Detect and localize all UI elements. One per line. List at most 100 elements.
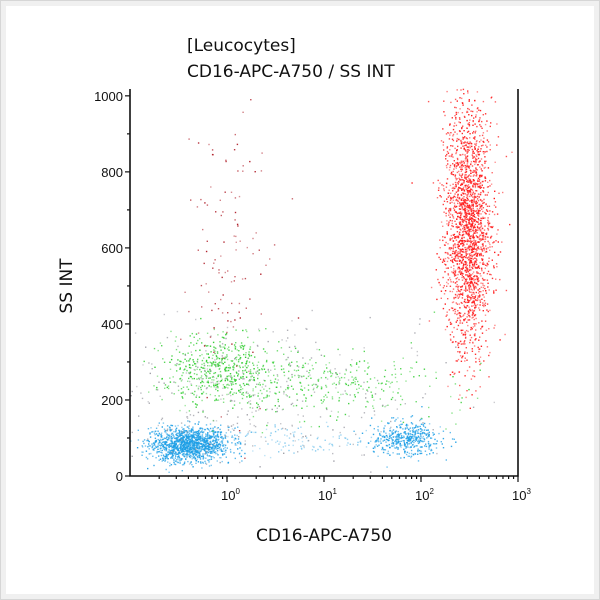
data-point — [209, 372, 211, 375]
data-point — [217, 374, 220, 376]
data-point — [225, 367, 227, 369]
data-point — [186, 430, 188, 432]
data-point — [459, 228, 461, 230]
data-point — [185, 450, 188, 452]
data-point — [460, 160, 463, 162]
data-point — [242, 382, 245, 385]
data-point — [186, 433, 188, 435]
data-point — [213, 445, 215, 447]
data-point — [184, 441, 187, 444]
data-point — [215, 435, 217, 437]
data-point — [458, 313, 461, 315]
data-point — [459, 319, 461, 321]
data-point — [483, 229, 486, 231]
data-point — [175, 336, 177, 338]
data-point — [325, 407, 328, 409]
data-point — [153, 444, 156, 446]
data-point — [451, 225, 453, 227]
data-point — [457, 288, 459, 290]
data-point — [451, 371, 454, 373]
data-point — [460, 288, 463, 291]
data-point — [246, 402, 249, 404]
data-point — [472, 212, 475, 214]
data-point — [244, 365, 246, 367]
data-point — [263, 397, 265, 399]
data-point — [273, 374, 275, 377]
data-point — [178, 439, 180, 441]
data-point — [331, 445, 334, 447]
data-point — [377, 425, 379, 428]
data-point — [207, 353, 209, 355]
data-point — [396, 446, 398, 448]
data-point — [456, 200, 459, 202]
data-point — [470, 195, 472, 197]
data-point — [178, 459, 180, 461]
data-point — [169, 465, 171, 467]
data-point — [384, 406, 386, 408]
data-point — [472, 243, 474, 245]
data-point — [466, 225, 468, 227]
data-point — [420, 435, 422, 438]
data-point — [155, 457, 157, 459]
data-point — [168, 448, 170, 451]
data-point — [392, 442, 395, 444]
data-point — [198, 438, 200, 440]
data-point — [196, 454, 199, 456]
data-point — [206, 353, 208, 355]
data-point — [200, 437, 203, 440]
data-point — [452, 186, 454, 189]
data-point — [215, 440, 217, 442]
data-point — [242, 366, 244, 368]
data-point — [257, 395, 259, 397]
data-point — [472, 297, 474, 300]
data-point — [471, 222, 474, 225]
data-point — [443, 200, 446, 202]
data-point — [391, 374, 393, 376]
data-point — [277, 400, 279, 403]
data-point — [486, 146, 488, 148]
data-point — [237, 361, 240, 363]
data-point — [480, 275, 482, 277]
data-point — [456, 161, 459, 164]
data-point — [194, 447, 196, 449]
data-point — [463, 244, 465, 246]
data-point — [471, 114, 473, 117]
data-point — [182, 397, 184, 399]
data-point — [474, 219, 477, 221]
data-point — [468, 240, 470, 243]
data-point — [325, 386, 328, 388]
data-point — [469, 205, 471, 207]
data-point — [274, 426, 276, 428]
data-point — [410, 342, 412, 344]
data-point — [454, 187, 456, 189]
data-point — [495, 289, 497, 291]
data-point — [176, 434, 178, 436]
data-point — [471, 189, 474, 191]
data-point — [162, 445, 164, 447]
data-point — [153, 464, 155, 467]
data-point — [461, 207, 464, 209]
data-point — [472, 120, 474, 122]
data-point — [466, 257, 469, 259]
data-point — [370, 391, 372, 393]
data-point — [409, 440, 411, 443]
data-point — [484, 156, 486, 158]
data-point — [465, 250, 467, 253]
data-point — [192, 426, 194, 428]
data-point — [484, 279, 486, 281]
data-point — [481, 258, 483, 260]
data-point — [453, 252, 456, 255]
data-point — [476, 173, 478, 176]
data-point — [481, 232, 483, 235]
data-point — [178, 429, 180, 432]
data-point — [187, 445, 190, 447]
data-point — [455, 360, 457, 362]
data-point — [494, 251, 496, 254]
data-point — [392, 417, 395, 419]
data-point — [252, 450, 254, 452]
data-point — [266, 394, 268, 396]
data-point — [239, 357, 242, 359]
data-point — [264, 380, 266, 382]
data-point — [206, 452, 208, 454]
data-point — [166, 435, 169, 437]
